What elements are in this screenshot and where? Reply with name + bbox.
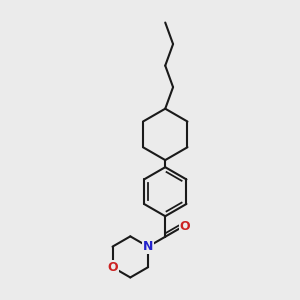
Text: N: N (143, 240, 153, 253)
Text: O: O (180, 220, 190, 233)
Text: O: O (107, 261, 118, 274)
